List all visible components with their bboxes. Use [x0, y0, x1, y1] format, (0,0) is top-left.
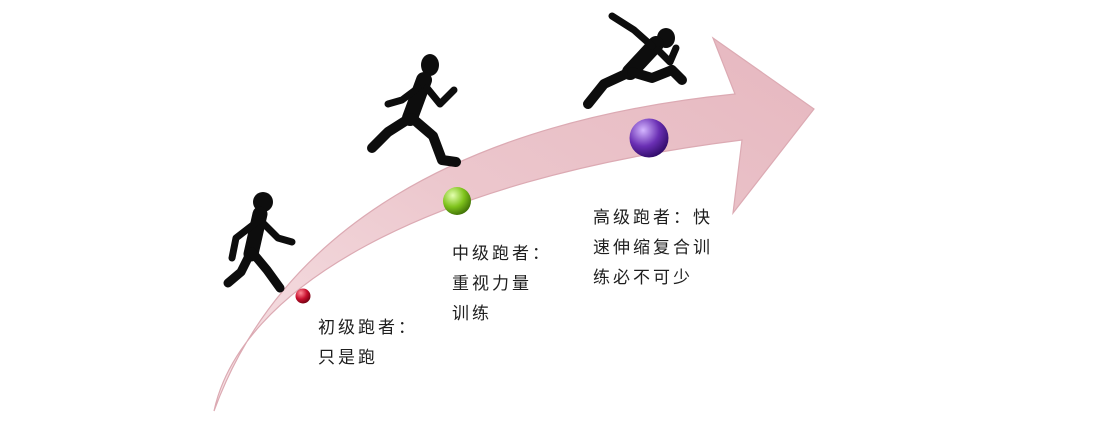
stage-dot-advanced — [629, 118, 669, 158]
stage-label-advanced: 高级跑者：快 速伸缩复合训 练必不可少 — [593, 208, 713, 288]
running-person-icon — [367, 54, 461, 167]
stage-label-intermediate: 中级跑者： 重视力量 训练 — [452, 244, 552, 324]
stage-dot-beginner — [295, 288, 311, 304]
stage-dot-intermediate — [443, 187, 471, 215]
walking-person-icon — [223, 192, 296, 293]
stage-label-beginner: 初级跑者： 只是跑 — [318, 318, 418, 368]
sprinting-person-icon — [583, 12, 687, 109]
